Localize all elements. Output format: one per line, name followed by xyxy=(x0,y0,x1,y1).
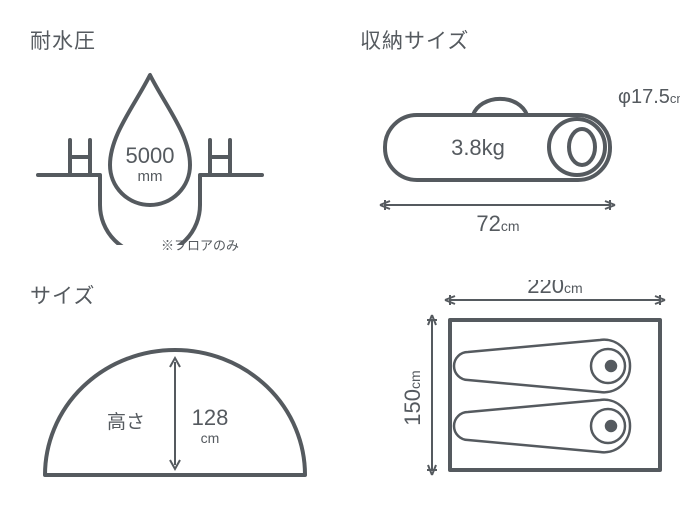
height-panel: サイズ 高さ 128 cm xyxy=(30,280,350,500)
height-diagram: 高さ 128 cm xyxy=(30,310,350,500)
height-unit: cm xyxy=(201,430,220,446)
storage-panel: 収納サイズ φ17.5cm 3.8kg 72cm xyxy=(360,25,680,245)
storage-title: 収納サイズ xyxy=(360,25,680,55)
waterproof-diagram: 5000 mm xyxy=(30,55,330,245)
height-value: 128 xyxy=(192,405,229,430)
waterproof-title: 耐水圧 xyxy=(30,25,330,55)
height-label: 高さ xyxy=(107,411,145,433)
waterproof-value: 5000 xyxy=(126,143,175,168)
waterproof-unit: mm xyxy=(138,168,163,185)
waterproof-panel: 耐水圧 5000 mm ※フロアのみ xyxy=(30,25,330,254)
size-title: サイズ xyxy=(30,280,350,310)
storage-diagram: φ17.5cm 3.8kg 72cm xyxy=(360,55,680,245)
floor-diagram: 220cm 150cm xyxy=(390,280,690,500)
floor-width: 220cm xyxy=(527,280,582,298)
floor-panel: 220cm 150cm xyxy=(390,280,690,500)
storage-diameter: φ17.5cm xyxy=(618,86,680,108)
storage-weight: 3.8kg xyxy=(451,135,505,160)
floor-depth: 150cm xyxy=(400,370,425,425)
storage-length: 72cm xyxy=(476,211,519,236)
waterproof-note: ※フロアのみ xyxy=(70,235,330,254)
